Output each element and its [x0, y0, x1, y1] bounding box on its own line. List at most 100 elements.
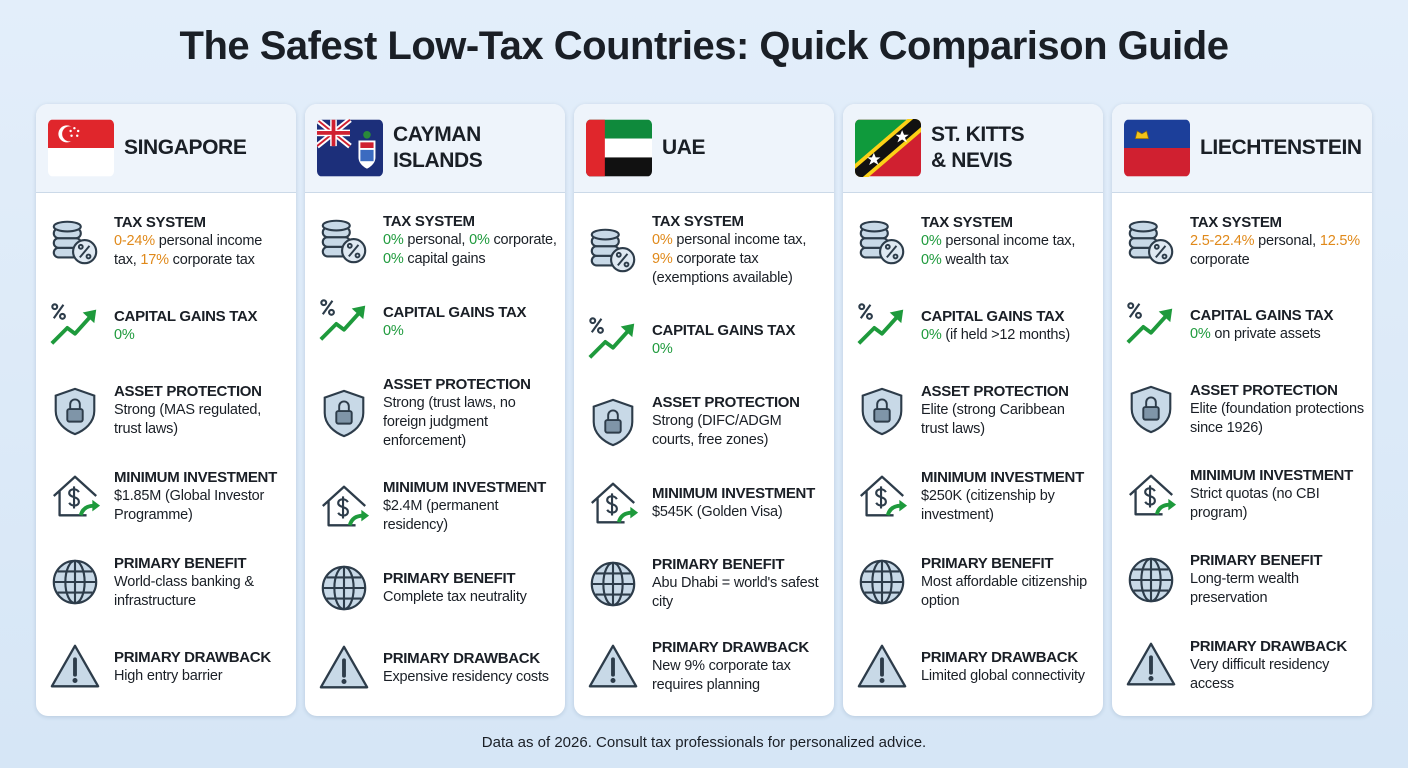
- value-text: corporate,: [489, 232, 557, 249]
- row-icon: [592, 398, 634, 446]
- flag: [317, 119, 383, 177]
- row-label: TAX SYSTEM: [114, 214, 206, 232]
- value-text: Strong (DIFC/ADGM courts, free zones): [652, 413, 782, 449]
- info-row: CAPITAL GAINS TAX 0%: [317, 295, 557, 349]
- row-label: TAX SYSTEM: [921, 214, 1013, 232]
- card-header: LIECHTENSTEIN: [1112, 104, 1372, 193]
- info-row: CAPITAL GAINS TAX 0% (if held >12 months): [855, 299, 1095, 353]
- row-value: Elite (foundation protections since 1926…: [1190, 400, 1364, 438]
- row-label: MINIMUM INVESTMENT: [921, 468, 1084, 486]
- row-value: Strong (DIFC/ADGM courts, free zones): [652, 412, 826, 450]
- row-label: PRIMARY BENEFIT: [383, 569, 516, 587]
- row-label: TAX SYSTEM: [383, 213, 475, 231]
- row-label: CAPITAL GAINS TAX: [383, 304, 527, 322]
- value-text: personal,: [403, 232, 470, 249]
- row-label: CAPITAL GAINS TAX: [1190, 307, 1334, 325]
- row-label: PRIMARY BENEFIT: [114, 554, 247, 572]
- row-text: TAX SYSTEM 0% personal, 0% corporate, 0% …: [383, 212, 557, 269]
- country-name: LIECHTENSTEIN: [1200, 136, 1362, 159]
- row-text: MINIMUM INVESTMENT $250K (citizenship by …: [921, 468, 1095, 525]
- row-icon: [318, 298, 368, 342]
- info-row: PRIMARY DRAWBACK New 9% corporate tax req…: [586, 638, 826, 695]
- value-text: Long-term wealth preservation: [1190, 571, 1299, 607]
- row-icon: [1125, 301, 1175, 345]
- info-row: TAX SYSTEM 0% personal income tax, 0% wea…: [855, 213, 1095, 270]
- value-text: Elite (foundation protections since 1926…: [1190, 400, 1364, 436]
- row-value: Strong (MAS regulated, trust laws): [114, 401, 288, 439]
- value-text: $250K (citizenship by investment): [921, 487, 1055, 523]
- row-text: PRIMARY DRAWBACK New 9% corporate tax req…: [652, 638, 826, 695]
- row-label: CAPITAL GAINS TAX: [921, 308, 1065, 326]
- value-text: Expensive residency costs: [383, 668, 549, 685]
- row-value: 0% personal, 0% corporate, 0% capital ga…: [383, 231, 557, 269]
- value-highlight: 0%: [652, 341, 673, 358]
- value-text: corporate: [1190, 252, 1250, 269]
- row-icon: [320, 484, 371, 528]
- row-text: PRIMARY BENEFIT Most affordable citizensh…: [921, 554, 1095, 611]
- row-icon: [589, 481, 640, 525]
- row-value: Strong (trust laws, no foreign judgment …: [383, 394, 557, 451]
- row-label: ASSET PROTECTION: [921, 383, 1069, 401]
- row-value: 2.5-22.4% personal, 12.5% corporate: [1190, 232, 1364, 270]
- row-icon: [590, 228, 636, 273]
- row-text: MINIMUM INVESTMENT $1.85M (Global Investo…: [114, 468, 288, 525]
- row-text: PRIMARY BENEFIT Long-term wealth preserva…: [1190, 551, 1364, 608]
- row-label: PRIMARY BENEFIT: [921, 554, 1054, 572]
- row-icon: [587, 643, 639, 688]
- row-value: $250K (citizenship by investment): [921, 487, 1095, 525]
- row-label: PRIMARY DRAWBACK: [921, 648, 1078, 666]
- row-value: $545K (Golden Visa): [652, 503, 815, 522]
- info-row: PRIMARY BENEFIT Long-term wealth preserva…: [1124, 551, 1364, 608]
- row-value: 0% (if held >12 months): [921, 326, 1070, 345]
- info-row: ASSET PROTECTION Strong (trust laws, no f…: [317, 375, 557, 451]
- row-icon: [318, 644, 370, 690]
- value-text: personal income tax,: [672, 231, 807, 248]
- row-icon: [323, 390, 365, 438]
- value-text: personal,: [1254, 233, 1320, 250]
- row-label: MINIMUM INVESTMENT: [114, 468, 277, 486]
- row-icon: [587, 316, 637, 360]
- info-row: CAPITAL GAINS TAX 0%: [48, 299, 288, 353]
- row-text: TAX SYSTEM 0-24% personal income tax, 17%…: [114, 213, 288, 270]
- value-highlight: 0%: [383, 323, 404, 340]
- row-text: ASSET PROTECTION Elite (foundation protec…: [1190, 381, 1364, 438]
- row-icon: [52, 559, 98, 605]
- flag: [1124, 119, 1190, 177]
- row-value: Elite (strong Caribbean trust laws): [921, 401, 1095, 439]
- row-label: MINIMUM INVESTMENT: [1190, 467, 1353, 485]
- row-label: PRIMARY DRAWBACK: [114, 648, 271, 666]
- value-highlight: 12.5%: [1319, 233, 1360, 250]
- value-text: personal income tax,: [114, 233, 263, 269]
- row-value: 0%: [652, 340, 795, 359]
- value-highlight: 9%: [652, 250, 673, 267]
- row-text: ASSET PROTECTION Strong (DIFC/ADGM courts…: [652, 393, 826, 450]
- country-card: UAE TAX SYSTEM 0% personal income tax, 9% …: [574, 104, 834, 716]
- row-icon: [52, 220, 98, 265]
- row-text: TAX SYSTEM 0% personal income tax, 0% wea…: [921, 213, 1095, 270]
- value-text: capital gains: [403, 251, 486, 268]
- info-row: MINIMUM INVESTMENT $2.4M (permanent resid…: [317, 478, 557, 535]
- row-label: PRIMARY BENEFIT: [652, 556, 785, 574]
- row-icon: [54, 387, 96, 435]
- info-row: TAX SYSTEM 0% personal, 0% corporate, 0% …: [317, 212, 557, 269]
- row-icon: [859, 559, 905, 605]
- country-card: SINGAPORE TAX SYSTEM 0-24% personal income…: [36, 104, 296, 716]
- value-text: Very difficult residency access: [1190, 656, 1330, 692]
- row-icon: [858, 475, 909, 518]
- value-text: (if held >12 months): [941, 327, 1070, 344]
- row-value: 0% on private assets: [1190, 325, 1333, 344]
- flag: [48, 119, 114, 177]
- value-highlight: 0%: [921, 252, 942, 269]
- country-name: ST. KITTS & NEVIS: [931, 123, 1025, 172]
- country-name: UAE: [662, 136, 706, 159]
- value-text: Most affordable citizenship option: [921, 573, 1088, 609]
- info-row: ASSET PROTECTION Strong (DIFC/ADGM courts…: [586, 393, 826, 450]
- value-text: World-class banking & infrastructure: [114, 573, 254, 609]
- info-row: PRIMARY DRAWBACK High entry barrier: [48, 640, 288, 694]
- info-row: PRIMARY DRAWBACK Limited global connectiv…: [855, 640, 1095, 694]
- row-label: CAPITAL GAINS TAX: [652, 322, 796, 340]
- info-row: ASSET PROTECTION Elite (strong Caribbean …: [855, 382, 1095, 439]
- row-icon: [1128, 220, 1174, 264]
- row-icon: [1130, 386, 1172, 434]
